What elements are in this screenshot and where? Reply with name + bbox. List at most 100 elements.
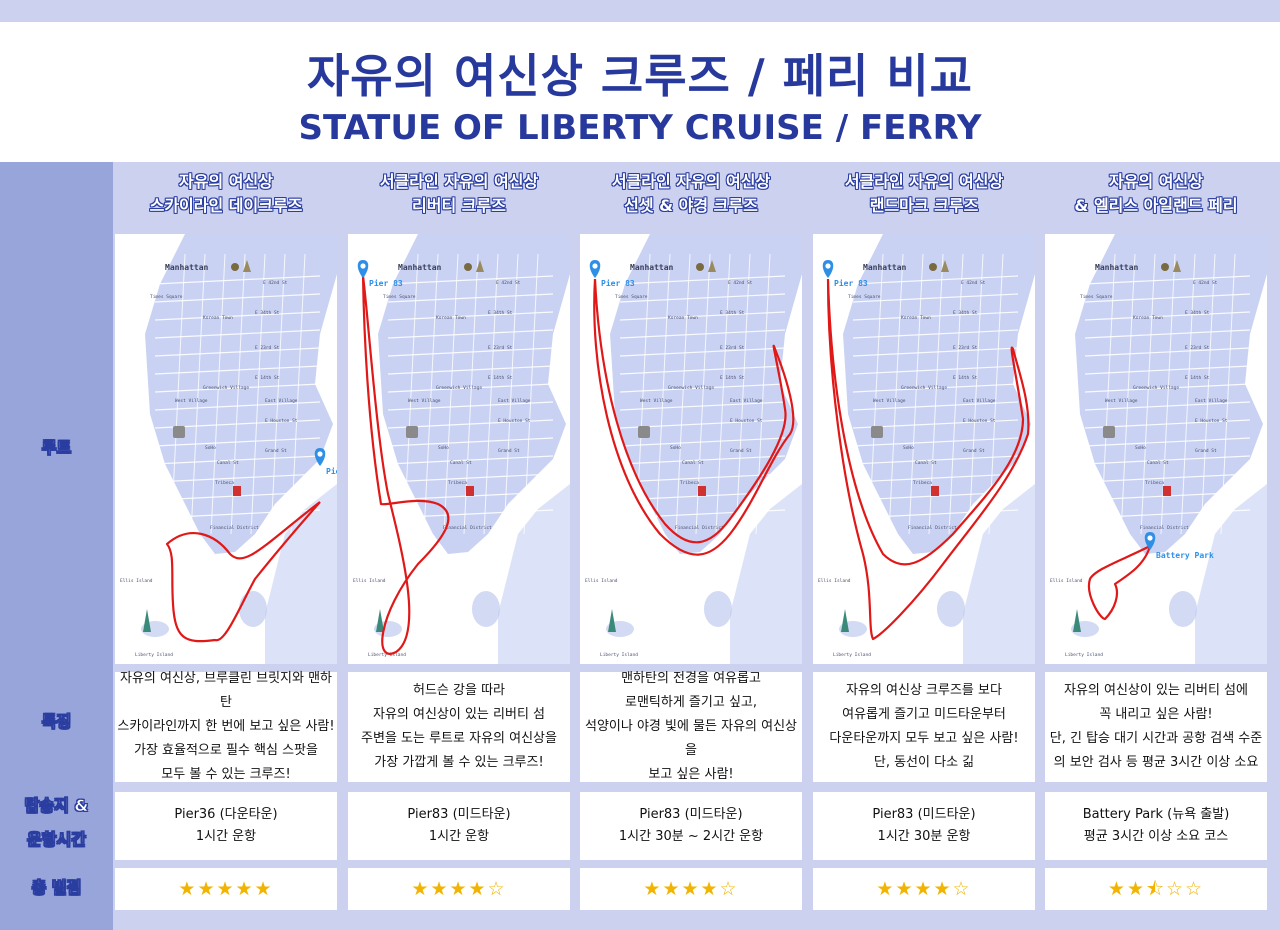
map-label-west-village: West Village: [873, 398, 906, 404]
street-line: [387, 437, 554, 447]
map-label-liberty-island: Liberty Island: [833, 652, 871, 658]
street-line: [387, 329, 554, 339]
pier-name: Pier83 (미드타운): [639, 807, 743, 822]
shopping-bag-icon: [173, 426, 185, 438]
brooklyn-land: [963, 484, 1035, 664]
map-label-tribeca: Tribeca: [913, 480, 932, 486]
avenue-line: [270, 253, 286, 535]
map-label-times-square: Times Square: [150, 294, 183, 300]
location-pin-icon: [314, 448, 326, 466]
avenue-line: [483, 253, 499, 535]
landmark-icon: [466, 486, 474, 496]
avenue-line: [635, 253, 651, 535]
street-line: [852, 311, 1019, 321]
map-label-grand: Grand St: [1195, 448, 1217, 454]
street-line: [154, 275, 321, 285]
row-label-pier-line2: 운항시간: [27, 830, 86, 850]
pier-cell-4: Pier83 (미드타운) 1시간 30분 운항: [813, 792, 1035, 860]
features-text: 맨하탄의 전경을 여유롭고 로맨틱하게 즐기고 싶고, 석양이나 야경 빛에 물…: [584, 671, 798, 782]
map-label-canal: Canal St: [1147, 460, 1169, 466]
map-label-financial-district: Financial District: [210, 525, 259, 531]
brooklyn-land: [1195, 484, 1267, 664]
avenue-line: [523, 253, 539, 535]
street-line: [1084, 329, 1251, 339]
street-line: [387, 383, 554, 393]
landmark-icon: [1163, 486, 1171, 496]
features-cell-5: 자유의 여신상이 있는 리버티 섬에 꼭 내리고 싶은 사람! 단, 긴 탑승 …: [1045, 672, 1267, 782]
avenue-line: [1100, 253, 1116, 535]
shopping-bag-icon: [871, 426, 883, 438]
map-label-greenwich-village: Greenwich Village: [203, 385, 249, 391]
features-cell-3: 맨하탄의 전경을 여유롭고 로맨틱하게 즐기고 싶고, 석양이나 야경 빛에 물…: [580, 671, 802, 782]
landmark-icon: [929, 263, 937, 271]
map-label-canal: Canal St: [217, 460, 239, 466]
map-label-manhattan: Manhattan: [165, 263, 209, 272]
avenue-line: [888, 253, 904, 535]
statue-of-liberty-icon: [143, 609, 151, 632]
pin-label: Pier 83: [601, 278, 635, 288]
map-label-soho: SoHo: [438, 445, 449, 451]
street-line: [1084, 437, 1251, 447]
landmark-icon: [233, 486, 241, 496]
shopping-bag-icon: [1103, 426, 1115, 438]
map-label-west-village: West Village: [1105, 398, 1138, 404]
governors-island: [472, 591, 500, 627]
street-line: [1084, 383, 1251, 393]
map-label-financial-district: Financial District: [675, 525, 724, 531]
cruise-route-line: [1087, 545, 1152, 621]
column-title-line2: 스카이라인 데이크루즈: [149, 196, 303, 215]
map-label-houston: E Houston St: [963, 418, 996, 424]
duration: 1시간 30분 운항: [877, 829, 971, 844]
street-line: [1084, 275, 1251, 285]
avenue-line: [735, 253, 751, 535]
map-label-street: E 23rd St: [1185, 345, 1210, 351]
landmark-icon: [464, 263, 472, 271]
map-label-greenwich-village: Greenwich Village: [436, 385, 482, 391]
map-label-ellis-island: Ellis Island: [585, 578, 618, 584]
map-label-street: E 42nd St: [961, 280, 986, 286]
landmark-icon: [708, 260, 716, 272]
pier-name: Pier36 (다운타운): [174, 807, 278, 822]
map-label-manhattan: Manhattan: [630, 263, 674, 272]
landmark-icon: [696, 263, 704, 271]
map-label-soho: SoHo: [205, 445, 216, 451]
map-label-ellis-island: Ellis Island: [818, 578, 851, 584]
map-label-street: E 34th St: [488, 310, 513, 316]
map-label-street: E 42nd St: [263, 280, 288, 286]
street-line: [154, 473, 321, 483]
top-strip: [0, 0, 1280, 22]
column-title-line1: 서클라인 자유의 여신상: [611, 172, 771, 191]
governors-island: [704, 591, 732, 627]
row-label-rating: 총 별점: [31, 878, 82, 898]
avenue-line: [170, 253, 186, 535]
street-line: [387, 347, 554, 357]
map-label-tribeca: Tribeca: [448, 480, 467, 486]
street-line: [387, 473, 554, 483]
route-map-svg: Manhattan Times Square Korean Town E 42nd S…: [115, 234, 337, 664]
column-header-2: 서클라인 자유의 여신상 리버티 크루즈: [348, 170, 570, 218]
avenue-line: [1120, 253, 1136, 535]
avenue-line: [908, 253, 924, 535]
page-subtitle: STATUE OF LIBERTY CRUISE / FERRY: [298, 108, 982, 148]
landmark-icon: [231, 263, 239, 271]
column-title-line1: 자유의 여신상: [179, 172, 273, 191]
pier-cell-2: Pier83 (미드타운) 1시간 운항: [348, 792, 570, 860]
street-line: [1084, 455, 1251, 465]
avenue-line: [868, 253, 884, 535]
map-label-ellis-island: Ellis Island: [120, 578, 153, 584]
row-label-features: 특징: [41, 712, 72, 732]
star-rating-5: ★★⯪☆☆: [1045, 868, 1267, 910]
avenue-line: [403, 253, 419, 535]
avenue-line: [443, 253, 459, 535]
pier-name: Pier83 (미드타운): [407, 807, 511, 822]
map-label-street: E 14th St: [1185, 375, 1210, 381]
map-label-grand: Grand St: [730, 448, 752, 454]
map-label-street: E 14th St: [720, 375, 745, 381]
page-title: 자유의 여신상 크루즈 / 페리 비교: [306, 49, 974, 103]
avenue-line: [675, 253, 691, 535]
shopping-bag-icon: [406, 426, 418, 438]
map-label-street: E 23rd St: [255, 345, 280, 351]
map-label-east-village: East Village: [963, 398, 996, 404]
landmark-icon: [476, 260, 484, 272]
features-text: 허드슨 강을 따라 자유의 여신상이 있는 리버티 섬 주변을 도는 루트로 자…: [361, 683, 557, 770]
